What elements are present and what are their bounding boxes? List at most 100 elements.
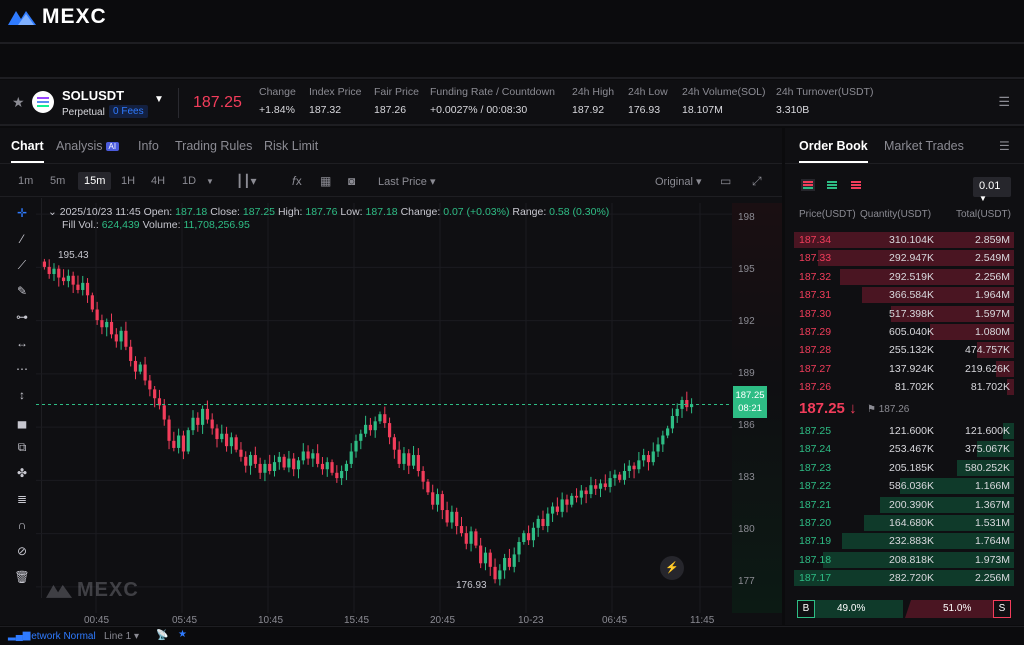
mid-price[interactable]: 187.25 ↓ <box>799 400 857 417</box>
bid-row[interactable]: 187.17 282.720K 2.256M <box>785 569 1024 587</box>
bid-row[interactable]: 187.20 164.680K 1.531M <box>785 514 1024 532</box>
stat-value: +0.0027% / 00:08:30 <box>430 104 528 116</box>
horizontal-line-icon[interactable]: ⊶ <box>16 310 28 324</box>
horizontal-ray-icon[interactable]: ↔ <box>16 336 28 350</box>
line-select[interactable]: Line 1 ▾ <box>104 631 140 642</box>
bid-row[interactable]: 187.21 200.390K 1.367M <box>785 496 1024 514</box>
timeframe-1d[interactable]: 1D <box>182 175 197 187</box>
ticker-settings-icon[interactable]: ☰ <box>998 94 1010 109</box>
timeframe-5m[interactable]: 5m <box>50 175 66 187</box>
bid-row[interactable]: 187.25 121.600K 121.600K <box>785 422 1024 440</box>
ruler-icon[interactable]: ▄ <box>17 414 27 428</box>
timeframe-15m[interactable]: 15m <box>78 172 112 190</box>
candle-body <box>157 398 162 406</box>
bid-row[interactable]: 187.24 253.467K 375.067K <box>785 440 1024 458</box>
candle <box>354 434 358 458</box>
collapse-legend-icon[interactable]: ⌄ <box>48 206 57 218</box>
view-bids-icon[interactable] <box>825 179 839 191</box>
chart-panel: Chart Analysis AI Info Trading Rules Risk… <box>0 128 782 627</box>
text-lines-icon[interactable]: ≣ <box>16 492 28 506</box>
order-book-settings-icon[interactable]: ☰ <box>999 139 1010 153</box>
candle <box>57 265 61 287</box>
view-asks-icon[interactable] <box>849 179 863 191</box>
tab-info[interactable]: Info <box>138 139 159 153</box>
timeframe-dropdown-icon[interactable]: ▼ <box>206 177 214 186</box>
ray-icon[interactable]: ⟋ <box>17 258 27 272</box>
tab-trading-rules[interactable]: Trading Rules <box>175 139 253 153</box>
layout-grid-icon[interactable]: ▦ <box>320 174 332 188</box>
ask-row[interactable]: 187.34 310.104K 2.859M <box>785 231 1024 249</box>
drawing-tools-sidebar: ✛ ⁄ ⟋ ✎ ⊶ ↔ ⋯ ↕ ▄ ⧉ ✤ ≣ ∩ ⊘ 🗑 <box>0 198 42 598</box>
bid-row[interactable]: 187.18 208.818K 1.973M <box>785 551 1024 569</box>
timeframe-1m[interactable]: 1m <box>18 175 34 187</box>
timeframe-1h[interactable]: 1H <box>121 175 136 187</box>
indicators-icon[interactable]: 𝑓x <box>292 174 302 188</box>
ask-row[interactable]: 187.29 605.040K 1.080M <box>785 323 1024 341</box>
broadcast-icon[interactable]: 📡 <box>156 630 169 641</box>
tab-chart[interactable]: Chart <box>11 139 44 163</box>
time-axis[interactable]: 00:45 05:45 10:45 15:45 20:45 10-23 06:4… <box>36 613 732 627</box>
ask-row[interactable]: 187.26 81.702K 81.702K <box>785 378 1024 396</box>
tab-analysis[interactable]: Analysis AI <box>56 139 120 153</box>
trendline-icon[interactable]: ⁄ <box>20 232 23 246</box>
view-select[interactable]: Original ▾ <box>655 176 702 188</box>
ask-row[interactable]: 187.27 137.924K 219.626K <box>785 360 1024 378</box>
candle <box>690 398 694 414</box>
bid-row[interactable]: 187.23 205.185K 580.252K <box>785 459 1024 477</box>
favorite-star-icon[interactable]: ★ <box>12 94 25 110</box>
crosshair-icon[interactable]: ✛ <box>16 206 28 220</box>
magnet-icon[interactable]: ∩ <box>17 518 27 532</box>
fullscreen-icon[interactable]: ⤢ <box>752 174 762 188</box>
tab-market-trades[interactable]: Market Trades <box>884 139 964 153</box>
vertical-line-icon[interactable]: ↕ <box>19 388 25 402</box>
tab-risk-limit[interactable]: Risk Limit <box>264 139 319 153</box>
candlestick-chart[interactable] <box>36 203 732 613</box>
candle <box>162 399 166 426</box>
change-label: Change: <box>400 206 441 218</box>
ask-row[interactable]: 187.33 292.947K 2.549M <box>785 249 1024 267</box>
tab-order-book[interactable]: Order Book <box>799 139 868 163</box>
ask-row[interactable]: 187.32 292.519K 2.256M <box>785 268 1024 286</box>
candle <box>76 275 80 294</box>
candle <box>138 361 142 375</box>
trash-icon[interactable]: 🗑 <box>14 570 30 584</box>
symbol-dropdown-icon[interactable]: ▼ <box>154 94 164 105</box>
candle-body <box>416 455 420 472</box>
stat-funding-rate[interactable]: Funding Rate / Countdown +0.0027% / 00:08… <box>430 86 555 116</box>
candle-body <box>325 462 329 470</box>
candle-body <box>119 330 123 342</box>
precision-select[interactable]: 0.01 ▼ <box>973 177 1011 203</box>
mexc-logo[interactable]: MEXC <box>8 5 107 29</box>
candle <box>435 488 440 512</box>
ask-row[interactable]: 187.30 517.398K 1.597M <box>785 305 1024 323</box>
candle-type-icon[interactable]: ┃┃▾ <box>236 174 257 188</box>
pattern-icon[interactable]: ⧉ <box>17 440 27 454</box>
view-both-icon[interactable] <box>801 179 815 191</box>
y-tick: 183 <box>738 472 755 483</box>
network-status[interactable]: Network Normal <box>24 631 96 642</box>
panel-layout-icon[interactable]: ▭ <box>720 174 732 188</box>
camera-icon[interactable]: ◙ <box>348 174 356 188</box>
stat-label: 24h Low <box>628 86 668 98</box>
parallel-channel-icon[interactable]: ⋯ <box>16 362 28 376</box>
favorite-icon[interactable]: ★ <box>178 629 187 640</box>
flash-trade-icon[interactable]: ⚡ <box>660 556 684 580</box>
x-tick: 20:45 <box>430 615 456 626</box>
candle-body <box>445 510 449 523</box>
pen-icon[interactable]: ✎ <box>16 284 28 298</box>
hide-drawings-icon[interactable]: ⊘ <box>16 544 28 558</box>
shapes-icon[interactable]: ✤ <box>16 466 28 480</box>
candle <box>61 269 66 286</box>
timeframe-4h[interactable]: 4H <box>151 175 166 187</box>
candle <box>196 412 200 432</box>
price-type-select[interactable]: Last Price ▾ <box>378 176 436 188</box>
candle <box>234 434 238 453</box>
ask-total: 2.549M <box>974 252 1010 265</box>
candle-body <box>656 444 660 452</box>
ask-row[interactable]: 187.28 255.132K 474.757K <box>785 341 1024 359</box>
ask-row[interactable]: 187.31 366.584K 1.964M <box>785 286 1024 304</box>
symbol-name[interactable]: SOLUSDT <box>62 88 125 103</box>
bid-row[interactable]: 187.22 586.036K 1.166M <box>785 477 1024 495</box>
bid-row[interactable]: 187.19 232.883K 1.764M <box>785 532 1024 550</box>
candle <box>546 507 550 533</box>
